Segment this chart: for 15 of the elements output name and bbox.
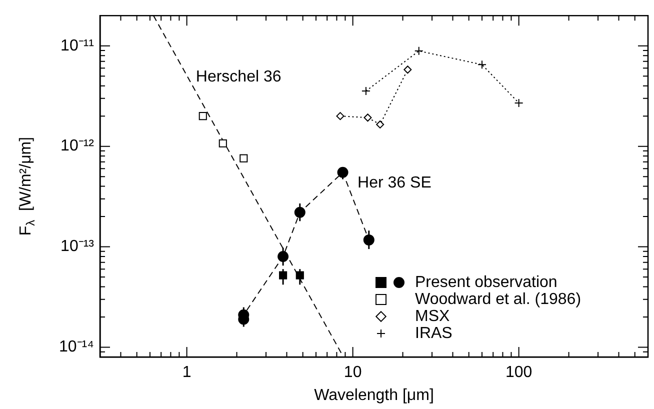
x-axis-title: Wavelength [μm]: [314, 386, 434, 404]
y-axis-title: Fλ [W/m²/μm]: [17, 136, 38, 236]
legend-label: IRAS: [415, 324, 452, 342]
legend-label: Present observation: [415, 274, 558, 291]
y-tick-label: 10⁻¹³: [60, 238, 95, 256]
x-tick-label: 100: [505, 364, 532, 382]
legend-label: Woodward et al. (1986): [415, 290, 582, 308]
x-tick-label: 1: [182, 364, 192, 382]
y-tick-label: 10⁻¹²: [60, 138, 95, 155]
annotation: Herschel 36: [196, 68, 282, 86]
legend-label: MSX: [415, 308, 450, 325]
y-tick-label: 10⁻¹⁴: [59, 338, 94, 356]
annotation: Her 36 SE: [358, 174, 432, 192]
x-tick-label: 10: [344, 364, 362, 382]
y-tick-label: 10⁻¹¹: [60, 37, 94, 54]
